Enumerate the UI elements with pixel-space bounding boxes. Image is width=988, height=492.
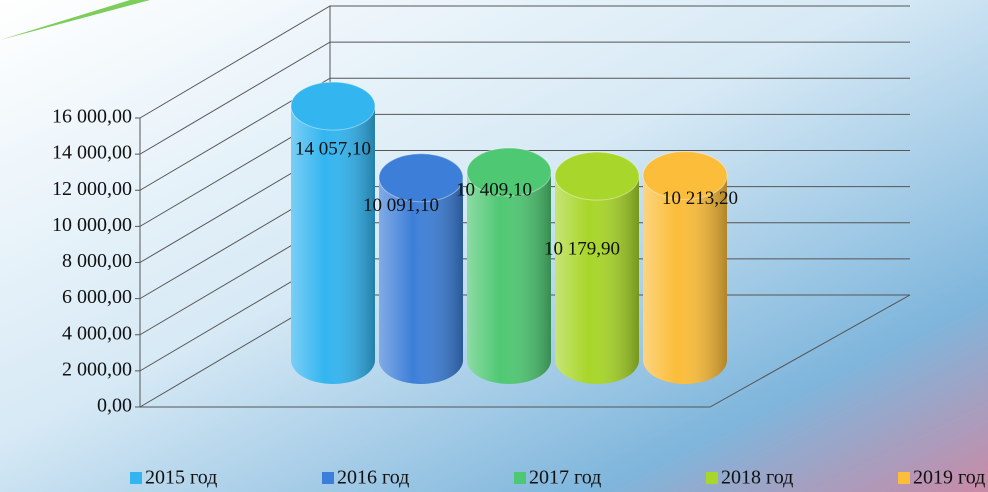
bar-top xyxy=(555,152,639,200)
y-tick-label: 4 000,00 xyxy=(62,322,132,344)
value-label: 10 409,10 xyxy=(456,179,532,200)
value-label: 10 213,20 xyxy=(662,188,738,209)
y-tick-label: 8 000,00 xyxy=(62,250,132,272)
value-label: 14 057,10 xyxy=(295,138,371,159)
legend-label: 2017 год xyxy=(529,467,601,489)
value-label: 10 179,90 xyxy=(544,238,620,259)
legend-swatch xyxy=(130,472,142,484)
legend-swatch xyxy=(706,472,718,484)
page: 0,00 2 000,00 4 000,00 6 000,00 8 000,00 10 0… xyxy=(0,0,988,492)
y-tick-label: 16 000,00 xyxy=(52,106,132,128)
legend-label: 2015 год xyxy=(145,467,217,489)
chart: 0,00 2 000,00 4 000,00 6 000,00 8 000,00 10 0… xyxy=(0,0,988,492)
y-tick-label: 2 000,00 xyxy=(62,358,132,380)
legend-swatch xyxy=(898,472,910,484)
y-tick-label: 12 000,00 xyxy=(52,178,132,200)
legend-label: 2018 год xyxy=(721,467,793,489)
value-label: 10 091,10 xyxy=(363,195,439,216)
legend-swatch xyxy=(322,472,334,484)
y-tick-label: 14 000,00 xyxy=(52,142,132,164)
bar-top xyxy=(291,82,375,130)
y-tick-label: 0,00 xyxy=(97,395,132,417)
legend-swatch xyxy=(514,472,526,484)
legend-label: 2016 год xyxy=(337,467,409,489)
legend-label: 2019 год xyxy=(913,467,985,489)
y-tick-label: 6 000,00 xyxy=(62,286,132,308)
y-tick-label: 10 000,00 xyxy=(52,214,132,236)
